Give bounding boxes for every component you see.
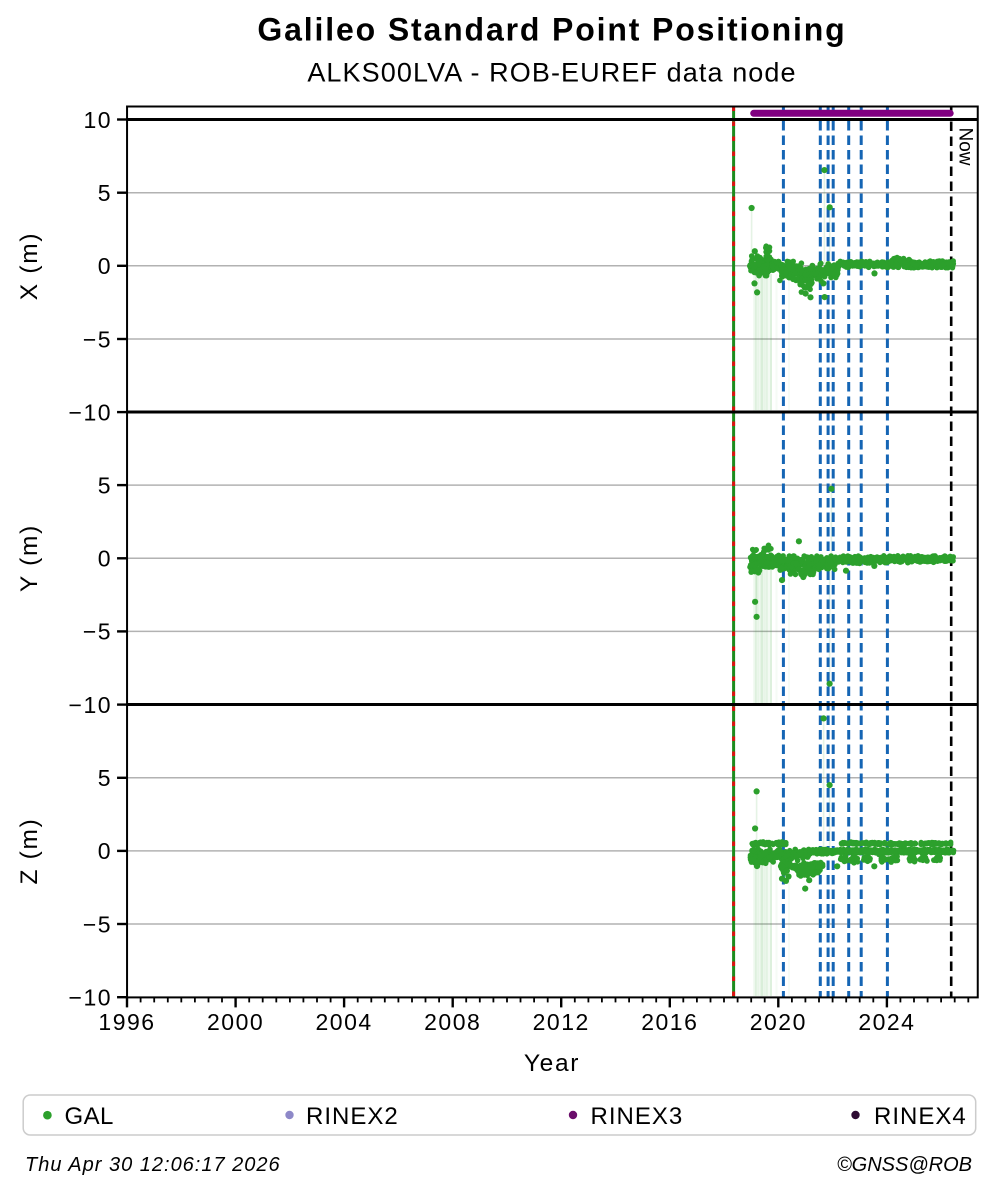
svg-text:RINEX2: RINEX2 [306, 1103, 399, 1130]
svg-text:−10: −10 [69, 692, 113, 718]
svg-text:2012: 2012 [533, 1009, 590, 1035]
svg-text:5: 5 [98, 472, 112, 498]
svg-text:2024: 2024 [858, 1009, 915, 1035]
svg-text:Galileo Standard Point Positio: Galileo Standard Point Positioning [257, 11, 846, 47]
svg-text:10: 10 [83, 107, 112, 133]
svg-text:Y (m): Y (m) [16, 524, 43, 592]
svg-text:−10: −10 [69, 985, 113, 1011]
svg-text:2020: 2020 [750, 1009, 807, 1035]
svg-text:GAL: GAL [65, 1103, 114, 1130]
svg-text:Year: Year [524, 1050, 580, 1077]
svg-text:0: 0 [98, 546, 112, 572]
svg-text:2008: 2008 [424, 1009, 481, 1035]
svg-text:RINEX4: RINEX4 [874, 1103, 967, 1130]
svg-text:Thu Apr 30 12:06:17 2026: Thu Apr 30 12:06:17 2026 [25, 1154, 281, 1176]
svg-text:X (m): X (m) [16, 232, 43, 300]
svg-text:1996: 1996 [98, 1009, 155, 1035]
svg-text:−10: −10 [69, 399, 113, 425]
svg-text:0: 0 [98, 838, 112, 864]
svg-text:0: 0 [98, 253, 112, 279]
svg-text:Now: Now [955, 128, 976, 166]
svg-text:RINEX3: RINEX3 [591, 1103, 684, 1130]
svg-text:Z (m): Z (m) [16, 818, 43, 885]
svg-text:−5: −5 [83, 326, 112, 352]
svg-text:5: 5 [98, 765, 112, 791]
svg-text:−5: −5 [83, 619, 112, 645]
svg-text:2016: 2016 [641, 1009, 698, 1035]
svg-text:ALKS00LVA - ROB-EUREF data nod: ALKS00LVA - ROB-EUREF data node [307, 57, 796, 87]
svg-text:5: 5 [98, 180, 112, 206]
svg-text:2000: 2000 [207, 1009, 264, 1035]
svg-text:2004: 2004 [316, 1009, 373, 1035]
svg-text:−5: −5 [83, 911, 112, 937]
svg-text:©GNSS@ROB: ©GNSS@ROB [837, 1154, 972, 1176]
